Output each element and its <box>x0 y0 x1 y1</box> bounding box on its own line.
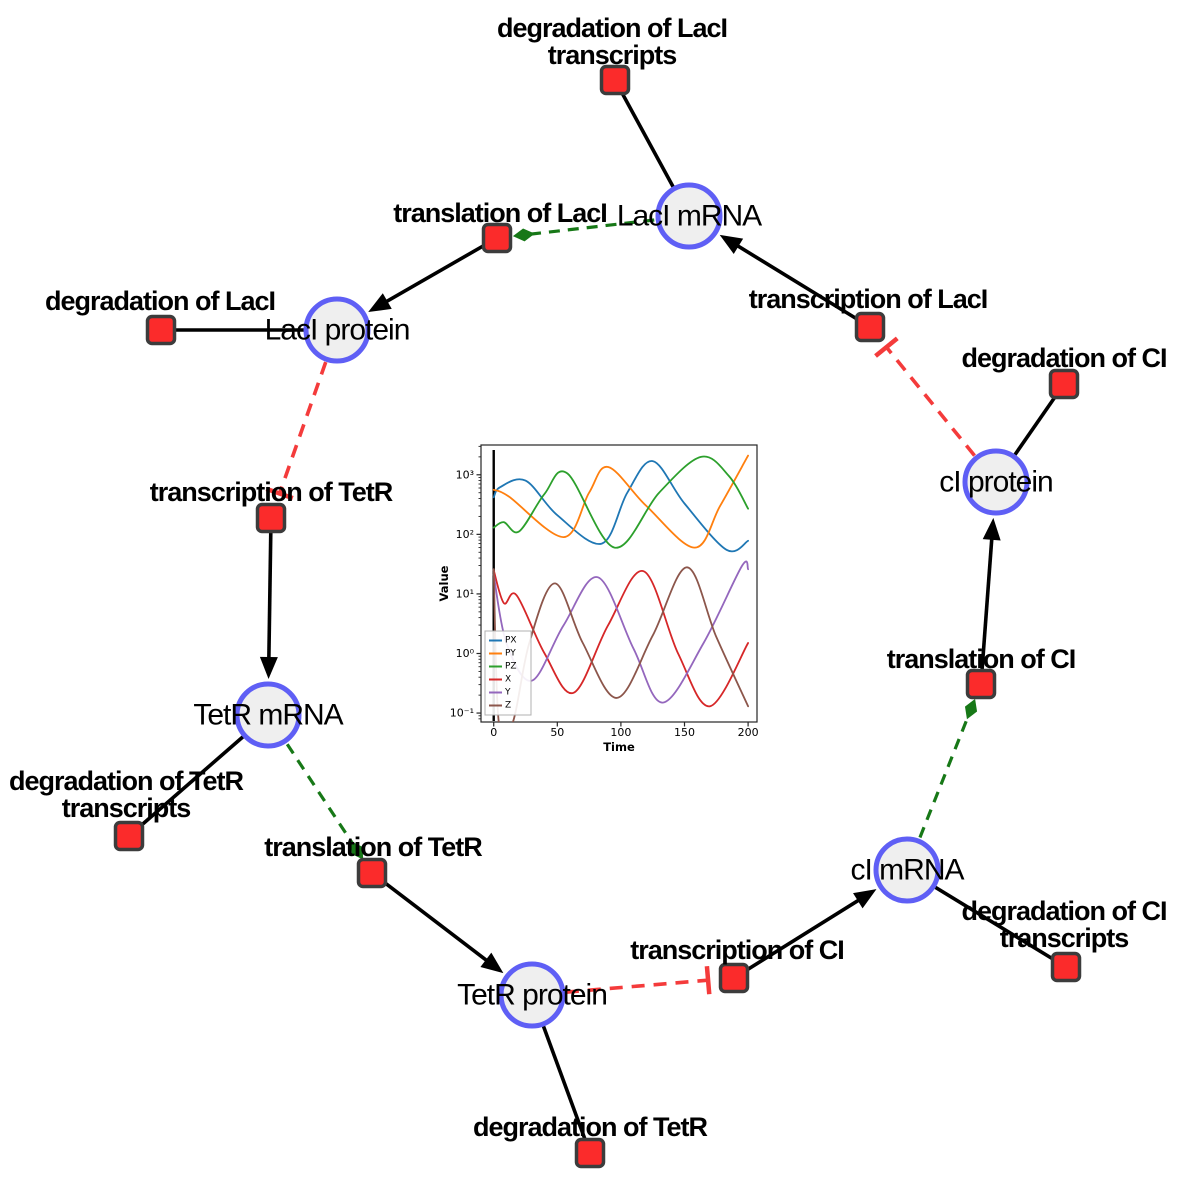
translation_cI-label: translation of CI <box>887 644 1076 674</box>
species-node-tetR_protein <box>498 961 566 1029</box>
species-node-lacI_mRNA <box>655 182 723 250</box>
y-axis-label: Value <box>437 565 451 601</box>
cI_protein-label: cI protein <box>939 466 1052 499</box>
y-tick-label: 10³ <box>456 468 474 481</box>
axes-frame <box>480 444 758 723</box>
lacI_protein-label: LacI protein <box>265 314 410 347</box>
legend-label-PY: PY <box>505 649 516 659</box>
deg_lacI_transcripts-label: transcripts <box>548 40 677 70</box>
species-node-lacI_protein <box>303 296 371 364</box>
nodes-layer <box>113 64 1082 1169</box>
species-node-cI_protein <box>962 448 1030 516</box>
edge-translation_cI-cI_protein-arrowhead <box>982 517 1001 541</box>
edge-lacI_mRNA-translation_lacI-arrowhead <box>512 228 535 242</box>
reaction-node-translation_tetR <box>356 857 388 889</box>
edge-transcription_lacI-lacI_mRNA-arrowhead <box>719 234 744 254</box>
deg_lacI_transcripts-label: degradation of LacI <box>497 13 727 43</box>
edge-translation_tetR-tetR_protein-arrowhead <box>480 952 504 974</box>
translation_lacI-label: translation of LacI <box>393 198 607 228</box>
deg_cI-label: degradation of CI <box>962 343 1167 373</box>
legend-label-Z: Z <box>505 701 511 711</box>
legend-label-Y: Y <box>504 688 511 698</box>
series-PZ-line <box>492 455 749 549</box>
legend-label-X: X <box>505 675 511 685</box>
reaction-node-transcription_cI <box>718 962 750 994</box>
edge-tetR_mRNA-translation_tetR <box>285 743 355 846</box>
y-tick-label: 10² <box>456 528 474 541</box>
edge-translation_cI-cI_protein <box>979 529 995 685</box>
legend-label-PX: PX <box>505 636 517 646</box>
x-tick-label: 100 <box>610 726 631 739</box>
reaction-node-transcription_tetR <box>255 502 287 534</box>
edge-translation_lacI-lacI_protein <box>377 236 498 308</box>
legend-label-PZ: PZ <box>505 662 517 672</box>
edge-tetR_protein-transcription_cI-tbar <box>704 966 712 995</box>
x-axis-label: Time <box>603 740 635 754</box>
edge-lacI_protein-transcription_tetR-tbar <box>265 486 294 501</box>
series-PX-line <box>492 460 749 553</box>
reaction-node-deg_tetR_transcripts <box>113 820 145 852</box>
reaction-node-deg_cI <box>1048 368 1080 400</box>
edge-translation_tetR-tetR_protein <box>370 871 495 968</box>
y-tick-label: 10⁰ <box>456 647 475 660</box>
edge-transcription_tetR-tetR_mRNA <box>266 517 273 668</box>
x-tick-label: 0 <box>490 726 497 739</box>
species-node-tetR_mRNA <box>234 681 302 749</box>
reaction-node-translation_cI <box>965 668 997 700</box>
edge-cI_mRNA-translation_cI-arrowhead <box>964 698 978 720</box>
species-node-cI_mRNA <box>873 836 941 904</box>
transcription_lacI-label: transcription of LacI <box>749 284 988 314</box>
transcription_cI-label: transcription of CI <box>630 935 844 965</box>
edge-cI_mRNA-translation_cI <box>918 715 970 839</box>
reaction-node-deg_cI_transcripts <box>1050 951 1082 983</box>
edge-tetR_protein-transcription_cI <box>565 978 709 994</box>
edge-lacI_mRNA-translation_lacI <box>530 218 655 236</box>
deg_lacI-label: degradation of LacI <box>45 286 275 316</box>
translation_tetR-label: translation of TetR <box>264 832 482 862</box>
y-tick-label: 10¹ <box>456 587 474 600</box>
labels-layer: degradation of LacItranscriptstranslatio… <box>9 13 1168 1142</box>
reaction-node-deg_tetR <box>574 1137 606 1169</box>
x-tick-label: 150 <box>674 726 695 739</box>
series-Z-line <box>492 566 749 722</box>
edge-translation_lacI-lacI_protein-arrowhead <box>368 293 392 313</box>
legend-box <box>484 630 532 716</box>
deg_tetR_transcripts-label: transcripts <box>62 793 191 823</box>
edge-transcription_cI-cI_mRNA <box>733 893 868 980</box>
y-tick-label: 10⁻¹ <box>450 707 474 720</box>
deg_tetR_transcripts-label: degradation of TetR <box>9 766 243 796</box>
reaction-node-translation_lacI <box>481 222 513 254</box>
lacI_mRNA-label: LacI mRNA <box>617 200 762 233</box>
reaction-node-deg_lacI <box>145 314 177 346</box>
edge-cI_protein-transcription_lacI <box>885 346 976 457</box>
legend: PX PY PZ XYZ <box>484 630 532 716</box>
edge-tetR_mRNA-translation_tetR-arrowhead <box>351 841 364 860</box>
series-PY-line <box>492 454 749 549</box>
deg_cI_transcripts-label: transcripts <box>1000 923 1129 953</box>
edge-lacI_protein-transcription_tetR <box>277 361 328 495</box>
deg_tetR-label: degradation of TetR <box>473 1112 707 1142</box>
edge-transcription_cI-cI_mRNA-arrowhead <box>853 889 877 909</box>
inset-chart: 10³ 10² 10¹ 10⁰ 10⁻¹ 0 50 100 150 200 Time Value PX P… <box>437 430 770 762</box>
cI_mRNA-label: cI mRNA <box>851 854 965 887</box>
x-tick-label: 200 <box>738 726 759 739</box>
edge-cI_protein-transcription_lacI-tbar <box>874 336 899 358</box>
x-tick-label: 50 <box>550 726 564 739</box>
tetR_protein-label: TetR protein <box>457 979 607 1012</box>
tetR_mRNA-label: TetR mRNA <box>193 699 343 732</box>
edge-transcription_tetR-tetR_mRNA-arrowhead <box>259 656 278 680</box>
deg_cI_transcripts-label: degradation of CI <box>962 896 1167 926</box>
reaction-node-transcription_lacI <box>854 311 886 343</box>
series-X-line <box>492 569 749 708</box>
transcription_tetR-label: transcription of TetR <box>150 477 393 507</box>
reaction-node-deg_lacI_transcripts <box>599 64 631 96</box>
edge-transcription_lacI-lacI_mRNA <box>728 239 871 329</box>
